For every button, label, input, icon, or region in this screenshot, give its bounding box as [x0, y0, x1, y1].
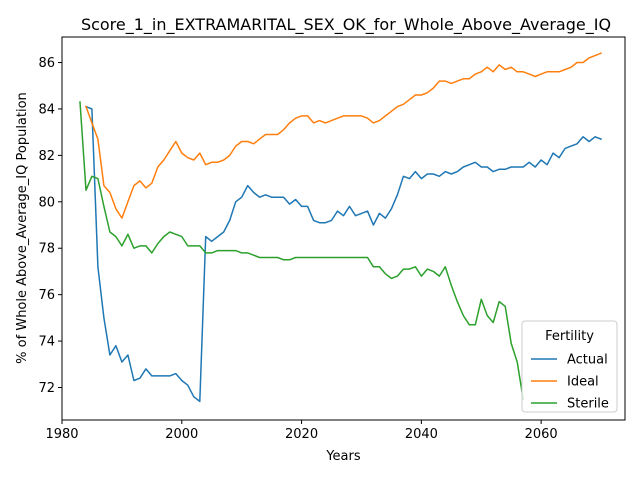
chart-title: Score_1_in_EXTRAMARITAL_SEX_OK_for_Whole… — [81, 15, 611, 35]
series-line-actual — [85, 105, 602, 403]
x-axis-label: Years — [325, 449, 361, 464]
plot-area — [79, 52, 602, 403]
legend-label-actual: Actual — [567, 353, 608, 368]
y-axis-label: % of Whole Above_Average_IQ Population — [15, 92, 30, 364]
y-tick-label: 76 — [38, 288, 55, 303]
x-axis-ticks: 1980 2000 2020 2040 2060 — [45, 420, 558, 442]
legend-label-ideal: Ideal — [567, 375, 599, 390]
series-line-ideal — [85, 52, 602, 219]
legend-title: Fertility — [545, 329, 594, 344]
y-tick-label: 86 — [38, 56, 55, 71]
y-tick-label: 84 — [38, 102, 55, 117]
x-tick-label: 1980 — [45, 427, 78, 442]
legend-label-sterile: Sterile — [567, 397, 609, 412]
series-line-sterile — [79, 101, 525, 400]
x-tick-label: 2020 — [285, 427, 318, 442]
y-tick-label: 82 — [38, 149, 55, 164]
x-tick-label: 2060 — [525, 427, 558, 442]
y-tick-label: 78 — [38, 242, 55, 257]
x-tick-label: 2000 — [165, 427, 198, 442]
y-tick-label: 80 — [38, 195, 55, 210]
x-tick-label: 2040 — [405, 427, 438, 442]
legend-box — [521, 320, 618, 413]
axes-frame — [61, 36, 626, 421]
legend-entries: Actual Ideal Sterile — [531, 353, 609, 412]
y-axis-ticks: 72 74 76 78 80 82 84 86 — [38, 56, 62, 396]
y-tick-label: 72 — [38, 381, 55, 396]
y-tick-label: 74 — [38, 335, 55, 350]
legend: Fertility Actual Ideal Sterile — [521, 320, 618, 413]
